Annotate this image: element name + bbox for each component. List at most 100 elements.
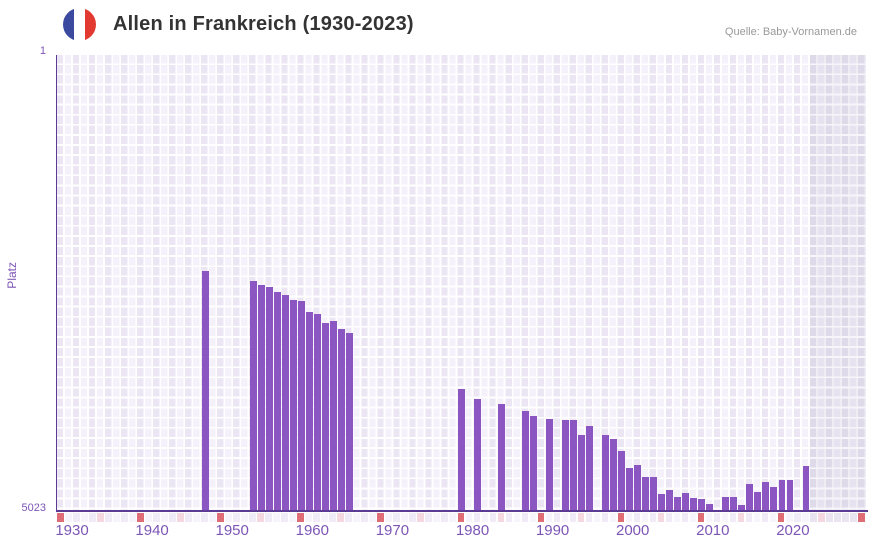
bar-2016[interactable] — [746, 484, 754, 510]
bar-1955[interactable] — [257, 284, 265, 510]
bar-2011[interactable] — [706, 504, 714, 510]
strip-cell-1930 — [57, 512, 64, 522]
strip-cell-2028 — [841, 512, 849, 522]
bar-2004[interactable] — [650, 476, 658, 510]
bar-2008[interactable] — [682, 493, 690, 510]
strip-cell-1983 — [481, 512, 489, 522]
flag-blue-stripe — [63, 8, 74, 41]
strip-cell-2015 — [737, 512, 745, 522]
strip-cell-1966 — [345, 512, 352, 522]
bar-1982[interactable] — [474, 398, 481, 510]
bar-1958[interactable] — [281, 294, 289, 510]
strip-cell-2004 — [649, 512, 657, 522]
strip-cell-1967 — [353, 512, 360, 522]
bar-2005[interactable] — [658, 494, 666, 510]
bar-2007[interactable] — [674, 496, 682, 510]
strip-cell-1934 — [89, 512, 96, 522]
bar-2023[interactable] — [802, 466, 810, 510]
bar-1999[interactable] — [610, 438, 618, 510]
bar-2015[interactable] — [738, 505, 746, 510]
strip-cell-2002 — [633, 512, 641, 522]
bar-1998[interactable] — [602, 435, 610, 510]
bar-1991[interactable] — [546, 418, 553, 510]
bar-1957[interactable] — [273, 291, 281, 510]
strip-cell-2027 — [833, 512, 841, 522]
bar-1963[interactable] — [321, 322, 329, 510]
bar-2001[interactable] — [626, 467, 634, 510]
bar-2009[interactable] — [690, 498, 698, 510]
strip-cell-1932 — [73, 512, 80, 522]
strip-cell-1996 — [585, 512, 593, 522]
bar-1961[interactable] — [305, 311, 313, 510]
bar-2006[interactable] — [666, 490, 674, 510]
strip-cell-1961 — [305, 512, 312, 522]
bar-2000[interactable] — [618, 451, 626, 510]
strip-cell-1939 — [129, 512, 136, 522]
strip-cell-1965 — [337, 512, 344, 522]
strip-cell-1956 — [265, 512, 272, 522]
strip-cell-1971 — [385, 512, 392, 522]
flag-white-stripe — [74, 8, 85, 41]
x-tick-2000: 2000 — [616, 522, 650, 539]
strip-cell-1981 — [465, 512, 473, 522]
strip-cell-1963 — [321, 512, 328, 522]
strip-cell-1947 — [193, 512, 200, 522]
bar-1994[interactable] — [570, 420, 578, 510]
bar-1988[interactable] — [522, 411, 529, 510]
bar-2018[interactable] — [762, 481, 770, 510]
bar-1962[interactable] — [313, 314, 321, 510]
x-tick-1970: 1970 — [375, 522, 410, 539]
x-tick-1980: 1980 — [455, 522, 490, 539]
bar-2020[interactable] — [778, 480, 786, 510]
strip-cell-2010 — [697, 512, 705, 522]
bar-1980[interactable] — [458, 388, 465, 510]
bar-2010[interactable] — [698, 499, 706, 510]
strip-cell-1993 — [561, 512, 569, 522]
bar-2002[interactable] — [634, 465, 642, 510]
bar-1960[interactable] — [297, 300, 305, 510]
bar-1989[interactable] — [530, 415, 537, 510]
strip-cell-1958 — [281, 512, 288, 522]
strip-cell-1977 — [433, 512, 441, 522]
strip-cell-2003 — [641, 512, 649, 522]
strip-cell-1975 — [417, 512, 425, 522]
plot-area[interactable] — [57, 55, 866, 510]
bar-1985[interactable] — [498, 403, 505, 510]
source-credit: Quelle: Baby-Vornamen.de — [724, 26, 857, 38]
strip-cell-1994 — [569, 512, 577, 522]
strip-cell-2016 — [745, 512, 753, 522]
strip-cell-1986 — [505, 512, 513, 522]
bar-2017[interactable] — [754, 491, 762, 510]
bar-1956[interactable] — [265, 286, 273, 510]
bar-1993[interactable] — [562, 419, 570, 510]
strip-cell-1946 — [185, 512, 192, 522]
bar-1996[interactable] — [586, 426, 594, 510]
bar-2013[interactable] — [722, 497, 730, 510]
strip-cell-1949 — [209, 512, 216, 522]
bar-1948[interactable] — [201, 270, 209, 510]
bar-1965[interactable] — [337, 328, 345, 510]
bar-1995[interactable] — [578, 434, 586, 510]
strip-cell-1979 — [449, 512, 457, 522]
bar-1966[interactable] — [345, 332, 353, 510]
strip-cell-1942 — [153, 512, 160, 522]
strip-cell-1964 — [329, 512, 336, 522]
x-tick-1930: 1930 — [55, 522, 89, 539]
bar-1954[interactable] — [249, 280, 257, 510]
bar-2019[interactable] — [770, 486, 778, 510]
strip-cell-2013 — [721, 512, 729, 522]
bar-2003[interactable] — [642, 476, 650, 510]
strip-cell-1941 — [145, 512, 152, 522]
strip-cell-1984 — [489, 512, 497, 522]
future-years-band — [809, 55, 866, 510]
france-flag-icon — [63, 8, 96, 41]
x-tick-1950: 1950 — [215, 522, 249, 539]
bar-1959[interactable] — [289, 299, 297, 510]
strip-cell-1991 — [545, 512, 553, 522]
bar-1964[interactable] — [329, 321, 337, 510]
bar-2021[interactable] — [786, 480, 794, 510]
strip-cell-1982 — [473, 512, 481, 522]
strip-cell-1968 — [361, 512, 368, 522]
bar-2014[interactable] — [730, 497, 738, 510]
strip-cell-1951 — [225, 512, 232, 522]
